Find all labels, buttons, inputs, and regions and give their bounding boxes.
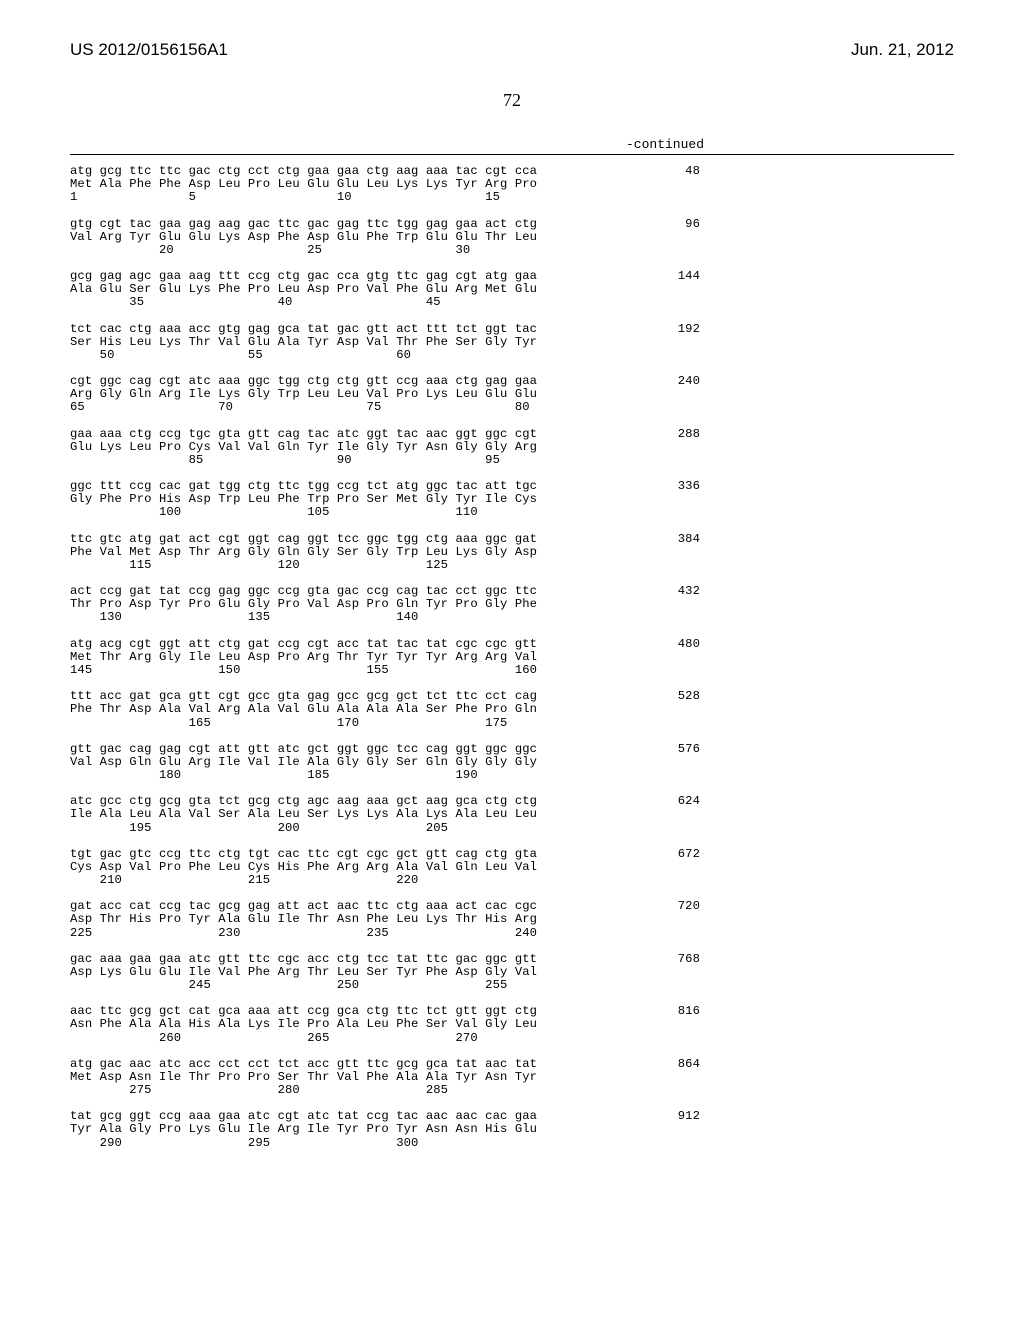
page-header: US 2012/0156156A1 Jun. 21, 2012 — [70, 40, 954, 60]
sequence-lines: ttc gtc atg gat act cgt ggt cag ggt tcc … — [70, 533, 630, 573]
sequence-position: 96 — [630, 218, 700, 258]
sequence-lines: ggc ttt ccg cac gat tgg ctg ttc tgg ccg … — [70, 480, 630, 520]
sequence-lines: ttt acc gat gca gtt cgt gcc gta gag gcc … — [70, 690, 630, 730]
sequence-block: gaa aaa ctg ccg tgc gta gtt cag tac atc … — [70, 428, 954, 468]
sequence-block: gtg cgt tac gaa gag aag gac ttc gac gag … — [70, 218, 954, 258]
continued-label: -continued — [70, 137, 954, 152]
sequence-block: atg gcg ttc ttc gac ctg cct ctg gaa gaa … — [70, 165, 954, 205]
sequence-listing: atg gcg ttc ttc gac ctg cct ctg gaa gaa … — [70, 165, 954, 1150]
sequence-lines: atg acg cgt ggt att ctg gat ccg cgt acc … — [70, 638, 630, 678]
sequence-lines: gaa aaa ctg ccg tgc gta gtt cag tac atc … — [70, 428, 630, 468]
sequence-block: aac ttc gcg gct cat gca aaa att ccg gca … — [70, 1005, 954, 1045]
sequence-position: 624 — [630, 795, 700, 835]
sequence-block: cgt ggc cag cgt atc aaa ggc tgg ctg ctg … — [70, 375, 954, 415]
sequence-lines: atg gcg ttc ttc gac ctg cct ctg gaa gaa … — [70, 165, 630, 205]
sequence-lines: gac aaa gaa gaa atc gtt ttc cgc acc ctg … — [70, 953, 630, 993]
sequence-block: ttt acc gat gca gtt cgt gcc gta gag gcc … — [70, 690, 954, 730]
sequence-lines: aac ttc gcg gct cat gca aaa att ccg gca … — [70, 1005, 630, 1045]
top-rule — [70, 154, 954, 155]
page-number: 72 — [70, 90, 954, 111]
sequence-block: atg gac aac atc acc cct cct tct acc gtt … — [70, 1058, 954, 1098]
sequence-lines: gtt gac cag gag cgt att gtt atc gct ggt … — [70, 743, 630, 783]
sequence-lines: gcg gag agc gaa aag ttt ccg ctg gac cca … — [70, 270, 630, 310]
sequence-block: tgt gac gtc ccg ttc ctg tgt cac ttc cgt … — [70, 848, 954, 888]
sequence-block: atg acg cgt ggt att ctg gat ccg cgt acc … — [70, 638, 954, 678]
sequence-block: ggc ttt ccg cac gat tgg ctg ttc tgg ccg … — [70, 480, 954, 520]
sequence-position: 816 — [630, 1005, 700, 1045]
sequence-lines: tct cac ctg aaa acc gtg gag gca tat gac … — [70, 323, 630, 363]
publication-date: Jun. 21, 2012 — [851, 40, 954, 60]
sequence-position: 768 — [630, 953, 700, 993]
sequence-position: 384 — [630, 533, 700, 573]
sequence-lines: tat gcg ggt ccg aaa gaa atc cgt atc tat … — [70, 1110, 630, 1150]
sequence-position: 864 — [630, 1058, 700, 1098]
sequence-lines: atg gac aac atc acc cct cct tct acc gtt … — [70, 1058, 630, 1098]
patent-number: US 2012/0156156A1 — [70, 40, 228, 60]
sequence-block: gat acc cat ccg tac gcg gag att act aac … — [70, 900, 954, 940]
sequence-lines: gtg cgt tac gaa gag aag gac ttc gac gag … — [70, 218, 630, 258]
sequence-block: atc gcc ctg gcg gta tct gcg ctg agc aag … — [70, 795, 954, 835]
sequence-position: 432 — [630, 585, 700, 625]
sequence-lines: cgt ggc cag cgt atc aaa ggc tgg ctg ctg … — [70, 375, 630, 415]
sequence-position: 336 — [630, 480, 700, 520]
sequence-block: ttc gtc atg gat act cgt ggt cag ggt tcc … — [70, 533, 954, 573]
sequence-position: 192 — [630, 323, 700, 363]
sequence-block: act ccg gat tat ccg gag ggc ccg gta gac … — [70, 585, 954, 625]
sequence-block: tat gcg ggt ccg aaa gaa atc cgt atc tat … — [70, 1110, 954, 1150]
sequence-position: 720 — [630, 900, 700, 940]
sequence-position: 480 — [630, 638, 700, 678]
sequence-position: 48 — [630, 165, 700, 205]
sequence-position: 144 — [630, 270, 700, 310]
sequence-lines: tgt gac gtc ccg ttc ctg tgt cac ttc cgt … — [70, 848, 630, 888]
sequence-position: 288 — [630, 428, 700, 468]
sequence-position: 528 — [630, 690, 700, 730]
sequence-block: tct cac ctg aaa acc gtg gag gca tat gac … — [70, 323, 954, 363]
sequence-position: 912 — [630, 1110, 700, 1150]
sequence-lines: act ccg gat tat ccg gag ggc ccg gta gac … — [70, 585, 630, 625]
sequence-lines: gat acc cat ccg tac gcg gag att act aac … — [70, 900, 630, 940]
sequence-position: 240 — [630, 375, 700, 415]
sequence-block: gac aaa gaa gaa atc gtt ttc cgc acc ctg … — [70, 953, 954, 993]
sequence-lines: atc gcc ctg gcg gta tct gcg ctg agc aag … — [70, 795, 630, 835]
sequence-position: 672 — [630, 848, 700, 888]
sequence-position: 576 — [630, 743, 700, 783]
sequence-block: gtt gac cag gag cgt att gtt atc gct ggt … — [70, 743, 954, 783]
sequence-block: gcg gag agc gaa aag ttt ccg ctg gac cca … — [70, 270, 954, 310]
